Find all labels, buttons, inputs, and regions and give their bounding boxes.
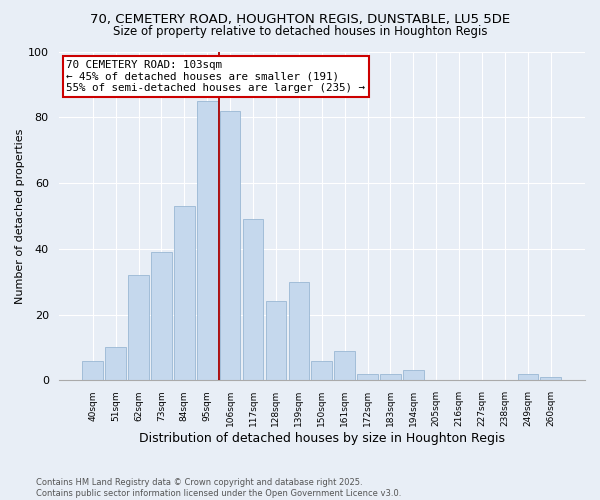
Y-axis label: Number of detached properties: Number of detached properties	[15, 128, 25, 304]
Bar	[541, 377, 561, 380]
Bar	[82, 360, 103, 380]
Text: Contains HM Land Registry data © Crown copyright and database right 2025.
Contai: Contains HM Land Registry data © Crown c…	[36, 478, 401, 498]
Text: 70 CEMETERY ROAD: 103sqm
← 45% of detached houses are smaller (191)
55% of semi-: 70 CEMETERY ROAD: 103sqm ← 45% of detach…	[67, 60, 365, 93]
Bar	[357, 374, 378, 380]
Bar	[106, 348, 126, 380]
Bar	[174, 206, 194, 380]
Bar	[311, 360, 332, 380]
Bar	[518, 374, 538, 380]
Bar	[243, 219, 263, 380]
X-axis label: Distribution of detached houses by size in Houghton Regis: Distribution of detached houses by size …	[139, 432, 505, 445]
Bar	[151, 252, 172, 380]
Bar	[289, 282, 309, 380]
Bar	[380, 374, 401, 380]
Bar	[403, 370, 424, 380]
Bar	[266, 302, 286, 380]
Bar	[197, 101, 218, 380]
Bar	[128, 275, 149, 380]
Bar	[220, 110, 241, 380]
Text: Size of property relative to detached houses in Houghton Regis: Size of property relative to detached ho…	[113, 25, 487, 38]
Bar	[334, 351, 355, 380]
Text: 70, CEMETERY ROAD, HOUGHTON REGIS, DUNSTABLE, LU5 5DE: 70, CEMETERY ROAD, HOUGHTON REGIS, DUNST…	[90, 12, 510, 26]
